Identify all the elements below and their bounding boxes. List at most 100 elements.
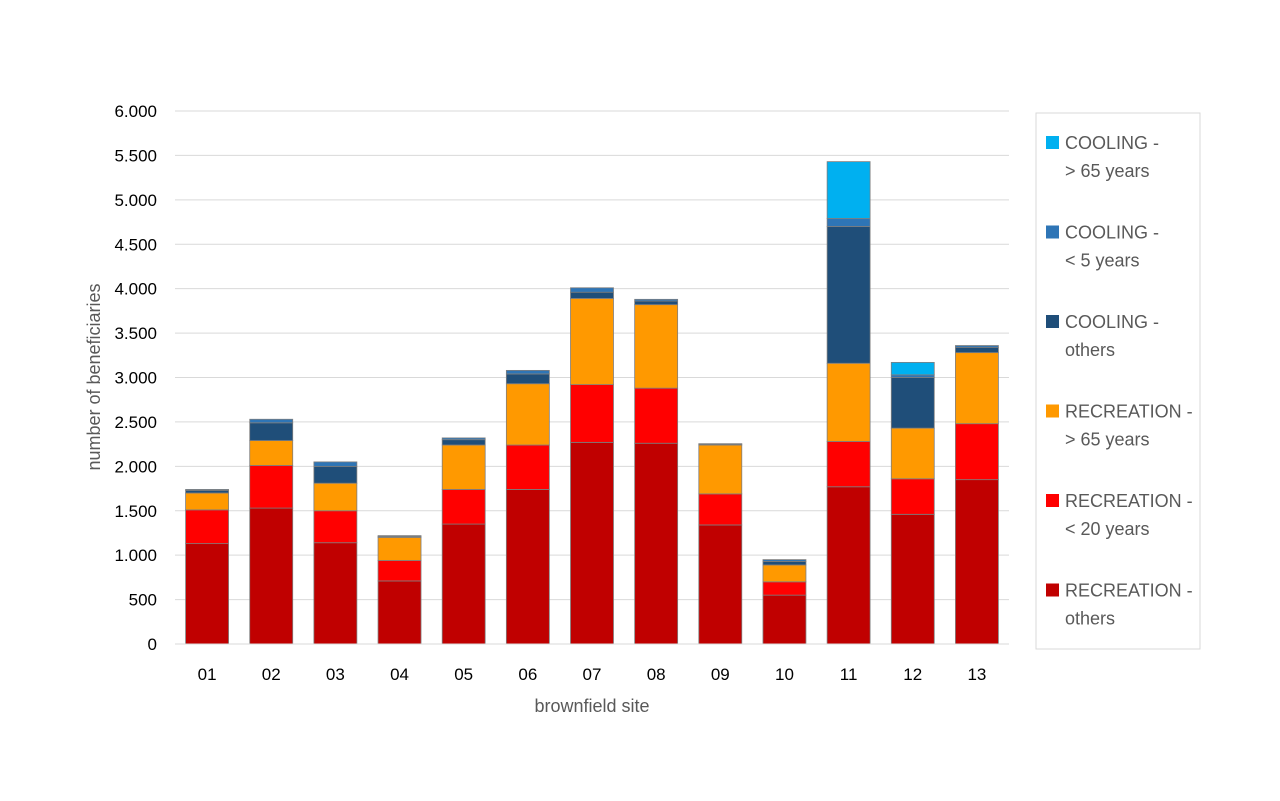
bar-segment-13-s0	[955, 479, 999, 645]
legend-label: COOLING -	[1065, 223, 1159, 243]
y-tick-label: 4.000	[114, 280, 157, 299]
bar-segment-08-s0	[634, 442, 679, 645]
bar-segment-11-s5	[826, 161, 871, 219]
x-tick-label: 04	[390, 665, 409, 684]
bar-segment-10-s4	[762, 559, 807, 562]
bar-segment-11-s3	[826, 226, 871, 364]
bar-segment-03-s4	[313, 461, 358, 467]
legend-swatch	[1046, 583, 1059, 597]
legend-label: > 65 years	[1065, 430, 1150, 450]
x-tick-label: 01	[198, 665, 217, 684]
bar-segment-08-s3	[634, 300, 679, 306]
bar-segment-05-s2	[441, 444, 486, 490]
bar-segment-13-s2	[955, 352, 999, 425]
x-axis-ticks: 01 02 03 04 05 06 07 08 09 10 11 12 13	[198, 665, 987, 684]
bar-segment-12-s3	[890, 377, 935, 429]
y-tick-label: 5.000	[114, 191, 157, 210]
legend-label: > 65 years	[1065, 161, 1150, 181]
bar-segment-05-s1	[441, 489, 486, 525]
bar-segment-09-s1	[698, 493, 743, 526]
bar-segment-07-s2	[570, 298, 614, 386]
x-tick-label: 07	[583, 665, 602, 684]
bar-segment-12-s5	[890, 361, 935, 376]
bar-segment-11-s1	[826, 441, 871, 488]
legend-swatch	[1046, 315, 1059, 328]
y-axis-ticks: 0 500 1.000 1.500 2.000 2.500 3.000 3.500 4.000 4…	[114, 102, 157, 654]
bar-segment-09-s0	[698, 524, 743, 645]
x-tick-label: 05	[454, 665, 473, 684]
y-tick-label: 3.000	[114, 369, 157, 388]
bar-segment-03-s1	[313, 510, 358, 544]
y-axis-label: number of beneficiaries	[84, 283, 104, 470]
bar-segment-10-s0	[762, 594, 807, 645]
y-tick-label: 3.500	[114, 324, 157, 343]
legend-swatch	[1046, 225, 1059, 239]
bar-segment-05-s4	[441, 437, 486, 441]
bar-segment-12-s1	[890, 478, 935, 515]
bar-segment-05-s0	[441, 523, 486, 645]
x-tick-label: 11	[840, 665, 858, 684]
bar-segment-11-s2	[826, 362, 871, 442]
y-tick-label: 6.000	[114, 102, 157, 121]
x-tick-label: 02	[262, 665, 281, 684]
legend-label: RECREATION -	[1065, 581, 1193, 601]
bar-segment-03-s0	[313, 542, 358, 645]
bar-segment-08-s2	[634, 304, 679, 389]
bar-segment-11-s0	[826, 486, 871, 645]
bar-segment-03-s2	[313, 482, 358, 512]
x-tick-label: 08	[647, 665, 666, 684]
legend-label: COOLING -	[1065, 133, 1159, 153]
x-axis-label: brownfield site	[534, 696, 649, 716]
y-tick-label: 1.500	[114, 502, 157, 521]
bar-segment-04-s4	[377, 535, 422, 537]
bar-segment-06-s3	[505, 373, 550, 385]
legend-label: RECREATION -	[1065, 491, 1193, 511]
bar-segment-09-s2	[698, 444, 743, 495]
bar-segment-07-s1	[570, 384, 614, 443]
bar-segment-10-s3	[762, 560, 807, 566]
bar-segment-02-s2	[249, 440, 294, 466]
x-tick-label: 09	[711, 665, 730, 684]
bar-segment-04-s1	[377, 560, 422, 582]
x-tick-label: 13	[967, 665, 986, 684]
bar-segment-13-s1	[955, 423, 999, 481]
legend-swatch	[1046, 136, 1059, 149]
y-tick-label: 4.500	[114, 235, 157, 254]
bar-segment-10-s1	[762, 581, 807, 596]
bar-segment-06-s2	[505, 383, 550, 446]
bar-segment-04-s2	[377, 537, 422, 561]
bar-segment-02-s4	[249, 418, 294, 424]
legend: COOLING - > 65 years COOLING - < 5 years COO…	[1035, 112, 1201, 650]
bar-segment-02-s1	[249, 465, 294, 509]
legend-label: < 5 years	[1065, 251, 1140, 271]
bar-segment-12-s2	[890, 427, 935, 480]
bar-segment-13-s3	[955, 346, 999, 354]
bars	[185, 161, 999, 645]
bar-segment-02-s0	[249, 507, 294, 645]
bar-segment-06-s0	[505, 489, 550, 645]
y-tick-label: 500	[129, 591, 157, 610]
y-tick-label: 0	[148, 635, 157, 654]
legend-label: others	[1065, 340, 1115, 360]
legend-box	[1035, 112, 1201, 650]
bar-segment-11-s4	[826, 218, 871, 227]
bar-segment-10-s2	[762, 564, 807, 583]
bar-segment-01-s4	[185, 489, 229, 491]
bar-segment-13-s4	[955, 345, 999, 348]
bar-segment-07-s4	[570, 287, 614, 293]
bar-segment-04-s0	[377, 580, 422, 645]
x-tick-label: 06	[518, 665, 537, 684]
bar-segment-03-s3	[313, 465, 358, 484]
y-tick-label: 2.500	[114, 413, 157, 432]
bar-segment-05-s3	[441, 439, 486, 446]
bar-segment-02-s3	[249, 422, 294, 441]
bar-segment-08-s1	[634, 387, 679, 444]
x-tick-label: 10	[775, 665, 794, 684]
x-tick-label: 03	[326, 665, 345, 684]
bar-segment-06-s1	[505, 444, 550, 490]
bar-segment-07-s0	[570, 441, 614, 645]
x-tick-label: 12	[903, 665, 922, 684]
bar-segment-12-s0	[890, 513, 935, 645]
legend-swatch	[1046, 494, 1059, 507]
